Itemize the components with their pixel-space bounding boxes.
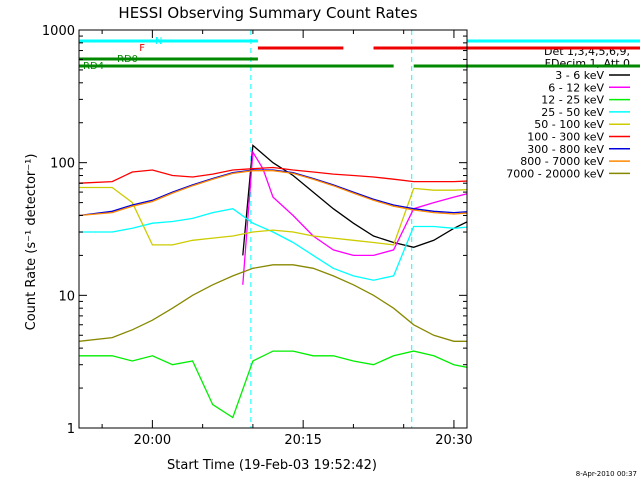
flag-label-f: F — [139, 43, 145, 54]
x-tick-label-20-00: 20:00 — [134, 433, 171, 448]
legend-label-800-7000-kev: 800 - 7000 keV — [520, 155, 604, 168]
series-line-12-25-kev — [79, 350, 467, 419]
chart-title: HESSI Observing Summary Count Rates — [118, 4, 417, 22]
series-line-800-7000-kev — [79, 170, 467, 217]
y-tick-label-1: 1 — [67, 422, 75, 437]
series-line-7000-20000-kev — [79, 264, 467, 342]
legend-label-100-300-kev: 100 - 300 keV — [527, 131, 604, 144]
y-tick-label-10: 10 — [58, 289, 75, 304]
x-tick-label-20-30: 20:30 — [435, 433, 472, 448]
y-tick-label-100: 100 — [50, 157, 75, 172]
series-line-6-12-kev — [242, 150, 467, 285]
generation-timestamp: 8-Apr-2010 00:37 — [576, 470, 637, 478]
legend-label-6-12-kev: 6 - 12 keV — [548, 81, 604, 94]
legend-label-12-25-kev: 12 - 25 keV — [541, 94, 604, 107]
plot-frame — [78, 29, 468, 429]
y-axis-label: Count Rate (s⁻¹ detector⁻¹) — [24, 154, 39, 331]
legend-label-7000-20000-kev: 7000 - 20000 keV — [506, 167, 604, 180]
series-line-100-300-kev — [79, 166, 467, 184]
series-line-300-800-kev — [79, 169, 467, 217]
x-tick-label-20-15: 20:15 — [284, 433, 321, 448]
series-line-3-6-kev — [242, 144, 467, 256]
flag-label-rd0: RD0 — [117, 54, 138, 65]
flag-label-rd4: RD4 — [83, 61, 104, 72]
flag-label-n: N — [155, 36, 162, 47]
legend-label-3-6-kev: 3 - 6 keV — [555, 69, 604, 82]
series-line-50-100-kev — [79, 186, 467, 246]
y-tick-label-1000: 1000 — [42, 24, 75, 39]
series-line-25-50-kev — [79, 208, 467, 281]
x-axis-label: Start Time (19-Feb-03 19:52:42) — [167, 458, 377, 473]
legend-label-300-800-kev: 300 - 800 keV — [527, 143, 604, 156]
legend-label-25-50-kev: 25 - 50 keV — [541, 106, 604, 119]
legend-label-50-100-kev: 50 - 100 keV — [534, 118, 604, 131]
